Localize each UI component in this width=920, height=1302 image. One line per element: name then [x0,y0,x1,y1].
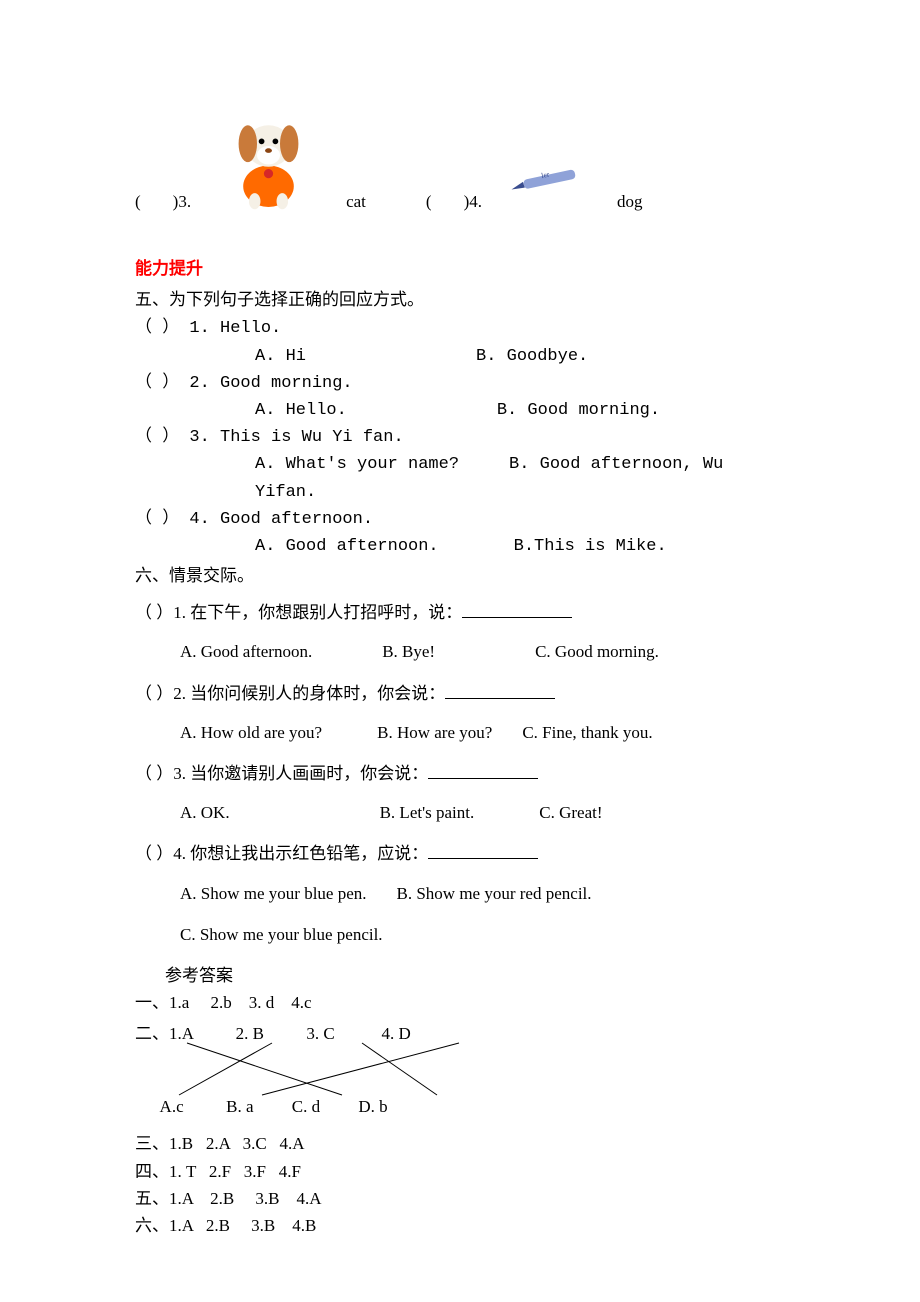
q6-num: 1. [173,603,186,622]
q6-optC: C. Fine, thank you. [522,723,652,742]
q5-num: 2. [189,374,209,393]
q6-item: （ ）1. 在下午，你想跟别人打招呼时，说： A. Good afternoon… [135,599,785,665]
section6-title: 六、情景交际。 [135,562,785,589]
answers-title: 参考答案 [135,962,785,989]
q6-item: （ ）3. 当你邀请别人画画时，你会说： A. OK. B. Let's pain… [135,760,785,826]
q4-right-word: dog [617,188,643,215]
blank-line [428,858,538,859]
q6-optA: A. OK. [180,803,230,822]
q5-prompt: This is Wu Yi fan. [220,428,404,447]
crayon-image: ler [502,155,597,215]
q4-left-word: cat [346,188,366,215]
q5-paren: （ ） [135,374,179,393]
q4-item-4: ( )4. ler dog [426,155,643,215]
q5-num: 3. [189,428,209,447]
q5-prompt: Good morning. [220,374,353,393]
blank-line [428,778,538,779]
ans-line-1: 一、1.a 2.b 3. d 4.c [135,989,785,1016]
q6-optA: A. Good afternoon. [180,642,312,661]
q5-paren: （ ） [135,319,179,338]
q6-prompt: 当你邀请别人画画时，你会说： [190,764,428,783]
q6-optC: C. Good morning. [535,642,659,661]
q5-optA: A. Hi [255,347,306,366]
q6-num: 2. [173,684,186,703]
matching-lines [167,1040,507,1100]
q6-optC: C. Great! [539,803,602,822]
q4-left-paren: ( [135,188,141,215]
blank-line [445,698,555,699]
ans-line-3: 三、1.B 2.A 3.C 4.A [135,1130,785,1157]
q6-prompt: 当你问候别人的身体时，你会说： [190,684,445,703]
ability-header: 能力提升 [135,255,785,282]
q6-optB: B. Bye! [382,642,435,661]
q6-item: （ ）4. 你想让我出示红色铅笔，应说： A. Show me your blu… [135,840,785,948]
q6-optA: A. Show me your blue pen. [180,884,367,903]
q5-optB: B.This is Mike. [514,537,667,556]
q6-paren: （ ） [135,684,173,703]
q6-num: 4. [173,844,186,863]
q6-paren: （ ） [135,844,173,863]
ans-line-5: 五、1.A 2.B 3.B 4.A [135,1185,785,1212]
section5-items: （ ） 1. Hello. A. Hi B. Goodbye. （ ） 2. Go… [135,315,785,560]
q6-prompt: 你想让我出示红色铅笔，应说： [190,844,428,863]
ans-line-2-matching: 二、1.A 2. B 3. C 4. D A.c B. a C. d D. b [135,1020,785,1120]
q6-paren: （ ） [135,764,173,783]
q6-optC: C. Show me your blue pencil. [180,925,383,944]
q4-image-row: ( )3. cat ( )4. [135,100,785,215]
q5-optA: A. Good afternoon. [255,537,439,556]
ans-line-2-bot: A.c B. a C. d D. b [135,1093,388,1120]
q5-paren: （ ） [135,428,179,447]
q6-optA: A. How old are you? [180,723,322,742]
section5-title: 五、为下列句子选择正确的回应方式。 [135,286,785,313]
dog-image [211,100,326,215]
q6-optB: B. Let's paint. [380,803,475,822]
q5-num: 4. [189,510,209,529]
q4-item-3: ( )3. cat [135,100,366,215]
blank-line [462,617,572,618]
q5-item: （ ） 4. Good afternoon. A. Good afternoon… [135,506,785,560]
q6-num: 3. [173,764,186,783]
q5-optA: A. Hello. [255,401,347,420]
q5-prompt: Hello. [220,319,281,338]
q6-optB: B. Show me your red pencil. [397,884,592,903]
q5-optB: B. Good morning. [497,401,660,420]
q4-left-num: )3. [173,188,191,215]
q4-right-num: )4. [464,188,482,215]
q4-right-paren: ( [426,188,432,215]
q5-item: （ ） 1. Hello. A. Hi B. Goodbye. [135,315,785,369]
q5-prompt: Good afternoon. [220,510,373,529]
q5-paren: （ ） [135,510,179,529]
svg-text:ler: ler [540,169,550,180]
ans-line-6: 六、1.A 2.B 3.B 4.B [135,1212,785,1239]
q5-item: （ ） 2. Good morning. A. Hello. B. Good mo… [135,370,785,424]
section6-items: （ ）1. 在下午，你想跟别人打招呼时，说： A. Good afternoon… [135,599,785,948]
q5-optA: A. What's your name? [255,455,459,474]
q6-paren: （ ） [135,603,173,622]
q6-optB: B. How are you? [377,723,492,742]
q6-prompt: 在下午，你想跟别人打招呼时，说： [190,603,462,622]
q5-num: 1. [189,319,209,338]
ans-line-4: 四、1. T 2.F 3.F 4.F [135,1158,785,1185]
q6-item: （ ）2. 当你问候别人的身体时，你会说： A. How old are you… [135,680,785,746]
q5-item: （ ） 3. This is Wu Yi fan. A. What's your… [135,424,785,506]
q5-optB: B. Goodbye. [476,347,588,366]
